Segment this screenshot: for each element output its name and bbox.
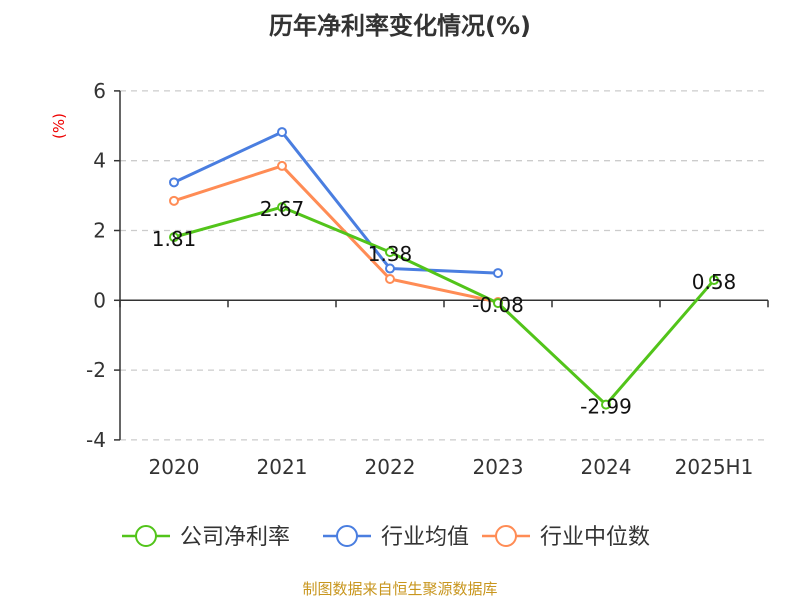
- y-tick-label: -4: [86, 428, 106, 452]
- x-tick-label: 2023: [473, 455, 524, 479]
- data-point: [277, 160, 287, 171]
- y-tick-label: -2: [86, 358, 106, 382]
- data-label: 2.67: [260, 197, 305, 221]
- data-point: [385, 247, 395, 258]
- chart-title: 历年净利率变化情况(%): [269, 12, 531, 40]
- data-point: [169, 195, 179, 206]
- data-point: [169, 232, 179, 243]
- x-tick-label: 2020: [149, 455, 200, 479]
- data-point: [277, 127, 287, 138]
- legend-label: 行业均值: [381, 525, 469, 550]
- data-label: -0.08: [472, 293, 524, 317]
- data-point: [493, 268, 503, 279]
- legend-label: 行业中位数: [540, 525, 650, 550]
- series-line: [173, 205, 716, 407]
- source-note: 制图数据来自恒生聚源数据库: [302, 580, 498, 598]
- data-point: [277, 202, 287, 213]
- data-point: [385, 274, 395, 285]
- y-tick-label: 2: [93, 219, 106, 243]
- legend-label: 公司净利率: [180, 525, 290, 550]
- y-tick-label: 6: [93, 79, 106, 103]
- y-tick-label: 4: [93, 149, 106, 173]
- x-tick-label: 2022: [365, 455, 416, 479]
- legend-marker: [135, 525, 157, 547]
- legend-marker: [495, 525, 517, 547]
- data-label: 1.38: [368, 242, 413, 266]
- y-axis-label: (%): [50, 113, 68, 139]
- data-point: [709, 275, 719, 286]
- series-line: [173, 130, 499, 275]
- x-tick-label: 2021: [257, 455, 308, 479]
- data-label: 0.58: [692, 270, 737, 294]
- y-tick-label: 0: [93, 288, 106, 312]
- data-label: -2.99: [580, 395, 632, 419]
- series-line: [173, 164, 499, 304]
- data-point: [169, 177, 179, 188]
- data-point: [601, 399, 611, 410]
- legend-marker: [336, 525, 358, 547]
- x-tick-label: 2024: [581, 455, 632, 479]
- x-tick-label: 2025H1: [675, 455, 754, 479]
- data-label: 1.81: [152, 227, 197, 251]
- data-point: [385, 263, 395, 274]
- data-point: [493, 298, 503, 309]
